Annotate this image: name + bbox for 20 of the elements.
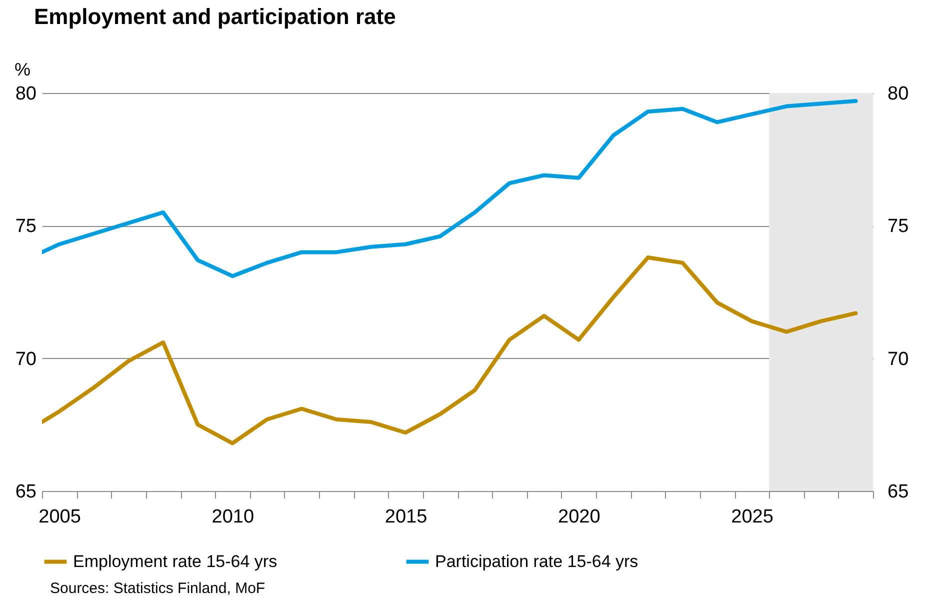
y2-tick-label: 75 (888, 216, 909, 238)
line-series (42, 256, 858, 446)
y-tick-label: 75 (15, 216, 36, 238)
y-tick-label: 80 (15, 84, 36, 104)
line-series (42, 98, 858, 278)
x-tick-label: 2025 (731, 506, 774, 528)
source-note: Sources: Statistics Finland, MoF (50, 580, 266, 597)
y2-tick-label: 70 (888, 348, 909, 370)
x-tick-label: 2020 (558, 506, 600, 528)
legend-label: Employment rate 15-64 yrs (73, 552, 278, 571)
x-tick-label: 2005 (38, 506, 81, 528)
y-tick-label: 70 (15, 348, 36, 370)
y2-tick-label: 65 (888, 482, 909, 502)
legend-label: Participation rate 15-64 yrs (435, 552, 638, 571)
x-tick-label: 2010 (212, 506, 254, 528)
y2-tick-label: 80 (888, 84, 909, 104)
y-tick-label: 65 (15, 482, 36, 502)
x-tick-label: 2015 (384, 506, 428, 528)
chart-title: Employment and participation rate (34, 4, 396, 29)
y-axis-title: % (14, 60, 31, 80)
